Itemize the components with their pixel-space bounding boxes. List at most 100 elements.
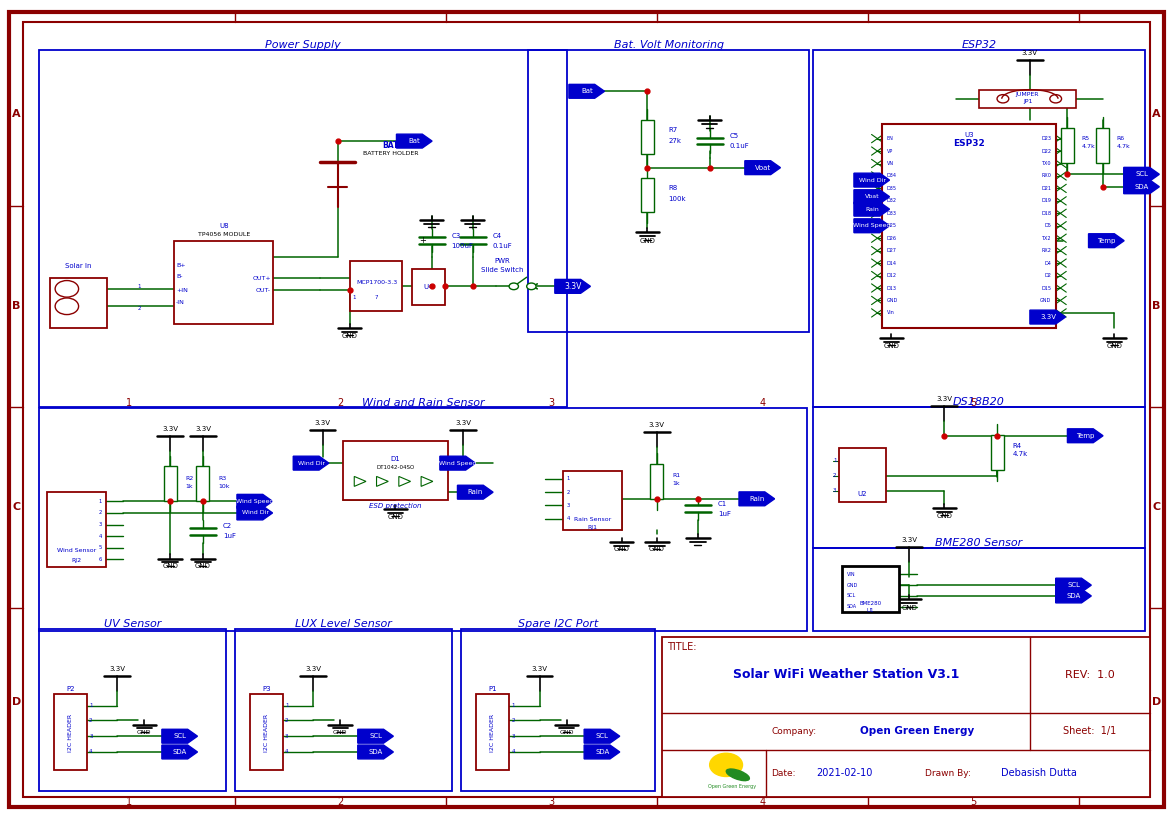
- Text: R7: R7: [669, 127, 678, 134]
- Bar: [163, 466, 176, 501]
- Text: 3.3V: 3.3V: [162, 426, 178, 432]
- Text: C: C: [13, 502, 20, 512]
- Polygon shape: [358, 745, 393, 759]
- Bar: [813, 50, 1145, 407]
- Text: Vin: Vin: [887, 310, 895, 315]
- Polygon shape: [584, 730, 619, 743]
- Text: TITLE:: TITLE:: [667, 642, 697, 652]
- Text: 4.7k: 4.7k: [1117, 144, 1131, 149]
- Text: 4: 4: [285, 749, 289, 754]
- Text: B: B: [12, 301, 21, 311]
- Polygon shape: [440, 457, 475, 470]
- Text: SCL: SCL: [369, 733, 382, 740]
- Bar: [39, 629, 226, 791]
- Text: C5: C5: [730, 133, 739, 139]
- Text: SCL: SCL: [174, 733, 187, 740]
- Text: 3.3V: 3.3V: [314, 420, 331, 427]
- Text: ESP32: ESP32: [962, 40, 996, 50]
- Text: 1: 1: [138, 284, 141, 289]
- Text: 3: 3: [833, 488, 836, 493]
- Text: Temp: Temp: [1077, 432, 1094, 439]
- Polygon shape: [237, 495, 272, 508]
- Polygon shape: [584, 745, 619, 759]
- Text: Open Green Energy: Open Green Energy: [860, 726, 975, 736]
- Text: Slide Switch: Slide Switch: [481, 266, 523, 273]
- Text: Bat: Bat: [581, 88, 592, 95]
- Text: B: B: [1152, 301, 1161, 311]
- Text: 0.1uF: 0.1uF: [730, 143, 750, 149]
- Text: OUT+: OUT+: [252, 276, 271, 281]
- Text: RJ1: RJ1: [588, 525, 597, 530]
- Text: D18: D18: [1040, 211, 1051, 216]
- Text: TX2: TX2: [1042, 236, 1051, 241]
- Text: GND: GND: [137, 730, 151, 735]
- Polygon shape: [1056, 589, 1091, 603]
- Bar: [235, 629, 452, 791]
- Text: Rain: Rain: [750, 496, 765, 502]
- Bar: [476, 694, 509, 770]
- Text: 0.1uF: 0.1uF: [493, 242, 513, 249]
- Text: R5: R5: [1082, 136, 1090, 141]
- Text: EN: EN: [887, 136, 894, 141]
- Text: 1: 1: [352, 295, 355, 300]
- Text: Wind Sensor: Wind Sensor: [56, 548, 96, 553]
- Text: 1k: 1k: [672, 481, 680, 486]
- Polygon shape: [854, 173, 889, 187]
- Text: R2: R2: [185, 476, 194, 481]
- Polygon shape: [457, 486, 493, 499]
- Polygon shape: [1124, 168, 1159, 181]
- Text: C3: C3: [452, 232, 461, 239]
- Bar: [39, 408, 807, 631]
- Polygon shape: [1030, 310, 1065, 324]
- Text: 3: 3: [285, 734, 289, 739]
- Text: C4: C4: [493, 232, 502, 239]
- Text: 2: 2: [567, 490, 570, 495]
- Text: LUX Level Sensor: LUX Level Sensor: [294, 619, 392, 629]
- Bar: [651, 464, 664, 499]
- Text: GND: GND: [901, 604, 917, 611]
- Text: U1: U1: [867, 608, 874, 613]
- Polygon shape: [1089, 234, 1124, 247]
- Text: GND: GND: [1039, 298, 1051, 303]
- Text: 3.3V: 3.3V: [109, 666, 126, 672]
- Bar: [47, 492, 106, 567]
- Text: GND: GND: [649, 546, 665, 553]
- Text: D22: D22: [1040, 149, 1051, 154]
- Polygon shape: [854, 190, 889, 203]
- Text: 3: 3: [567, 503, 570, 508]
- Circle shape: [527, 283, 536, 290]
- Text: 3.3V: 3.3V: [564, 282, 582, 290]
- Text: Sheet:  1/1: Sheet: 1/1: [1063, 726, 1117, 736]
- Bar: [1060, 128, 1074, 163]
- Text: 1: 1: [126, 398, 133, 408]
- Text: 27k: 27k: [669, 138, 682, 144]
- Polygon shape: [555, 280, 590, 293]
- Text: D19: D19: [1042, 198, 1051, 203]
- Text: 3.3V: 3.3V: [901, 537, 917, 544]
- Text: 1k: 1k: [185, 484, 194, 489]
- Text: R3: R3: [218, 476, 226, 481]
- Text: I2C HEADER: I2C HEADER: [264, 714, 269, 752]
- Text: GND: GND: [936, 513, 952, 520]
- Text: 3: 3: [89, 734, 93, 739]
- Text: B+: B+: [176, 263, 185, 268]
- Text: BATTERY HOLDER: BATTERY HOLDER: [362, 151, 419, 156]
- Text: 4.7k: 4.7k: [1082, 144, 1096, 149]
- Text: OUT-: OUT-: [256, 288, 271, 293]
- Text: GND: GND: [639, 237, 656, 244]
- Text: MCP1700-3.3: MCP1700-3.3: [355, 280, 398, 285]
- Text: D: D: [1152, 697, 1161, 707]
- Text: Temp: Temp: [1098, 237, 1116, 244]
- Text: C: C: [1153, 502, 1160, 512]
- Text: GND: GND: [883, 343, 900, 349]
- Text: SCL: SCL: [1067, 582, 1080, 588]
- Text: 2: 2: [99, 510, 102, 515]
- Text: SDA: SDA: [847, 604, 857, 609]
- Text: GND: GND: [613, 546, 630, 553]
- Text: D35: D35: [887, 186, 897, 191]
- Text: 5: 5: [970, 398, 977, 408]
- Text: SDA: SDA: [1066, 593, 1080, 599]
- Text: 4: 4: [759, 398, 766, 408]
- Text: D21: D21: [1040, 186, 1051, 191]
- Bar: [54, 694, 87, 770]
